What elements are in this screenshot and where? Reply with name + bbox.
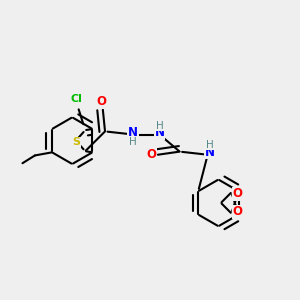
Text: S: S bbox=[72, 137, 80, 147]
Text: N: N bbox=[128, 127, 138, 140]
Text: N: N bbox=[205, 146, 215, 159]
Text: H: H bbox=[206, 140, 214, 150]
Text: O: O bbox=[232, 205, 243, 218]
Text: H: H bbox=[129, 137, 136, 147]
Text: Cl: Cl bbox=[71, 94, 83, 104]
Text: H: H bbox=[156, 121, 164, 131]
Text: O: O bbox=[146, 148, 156, 161]
Text: O: O bbox=[96, 95, 106, 109]
Text: O: O bbox=[232, 188, 243, 200]
Text: N: N bbox=[154, 127, 164, 140]
